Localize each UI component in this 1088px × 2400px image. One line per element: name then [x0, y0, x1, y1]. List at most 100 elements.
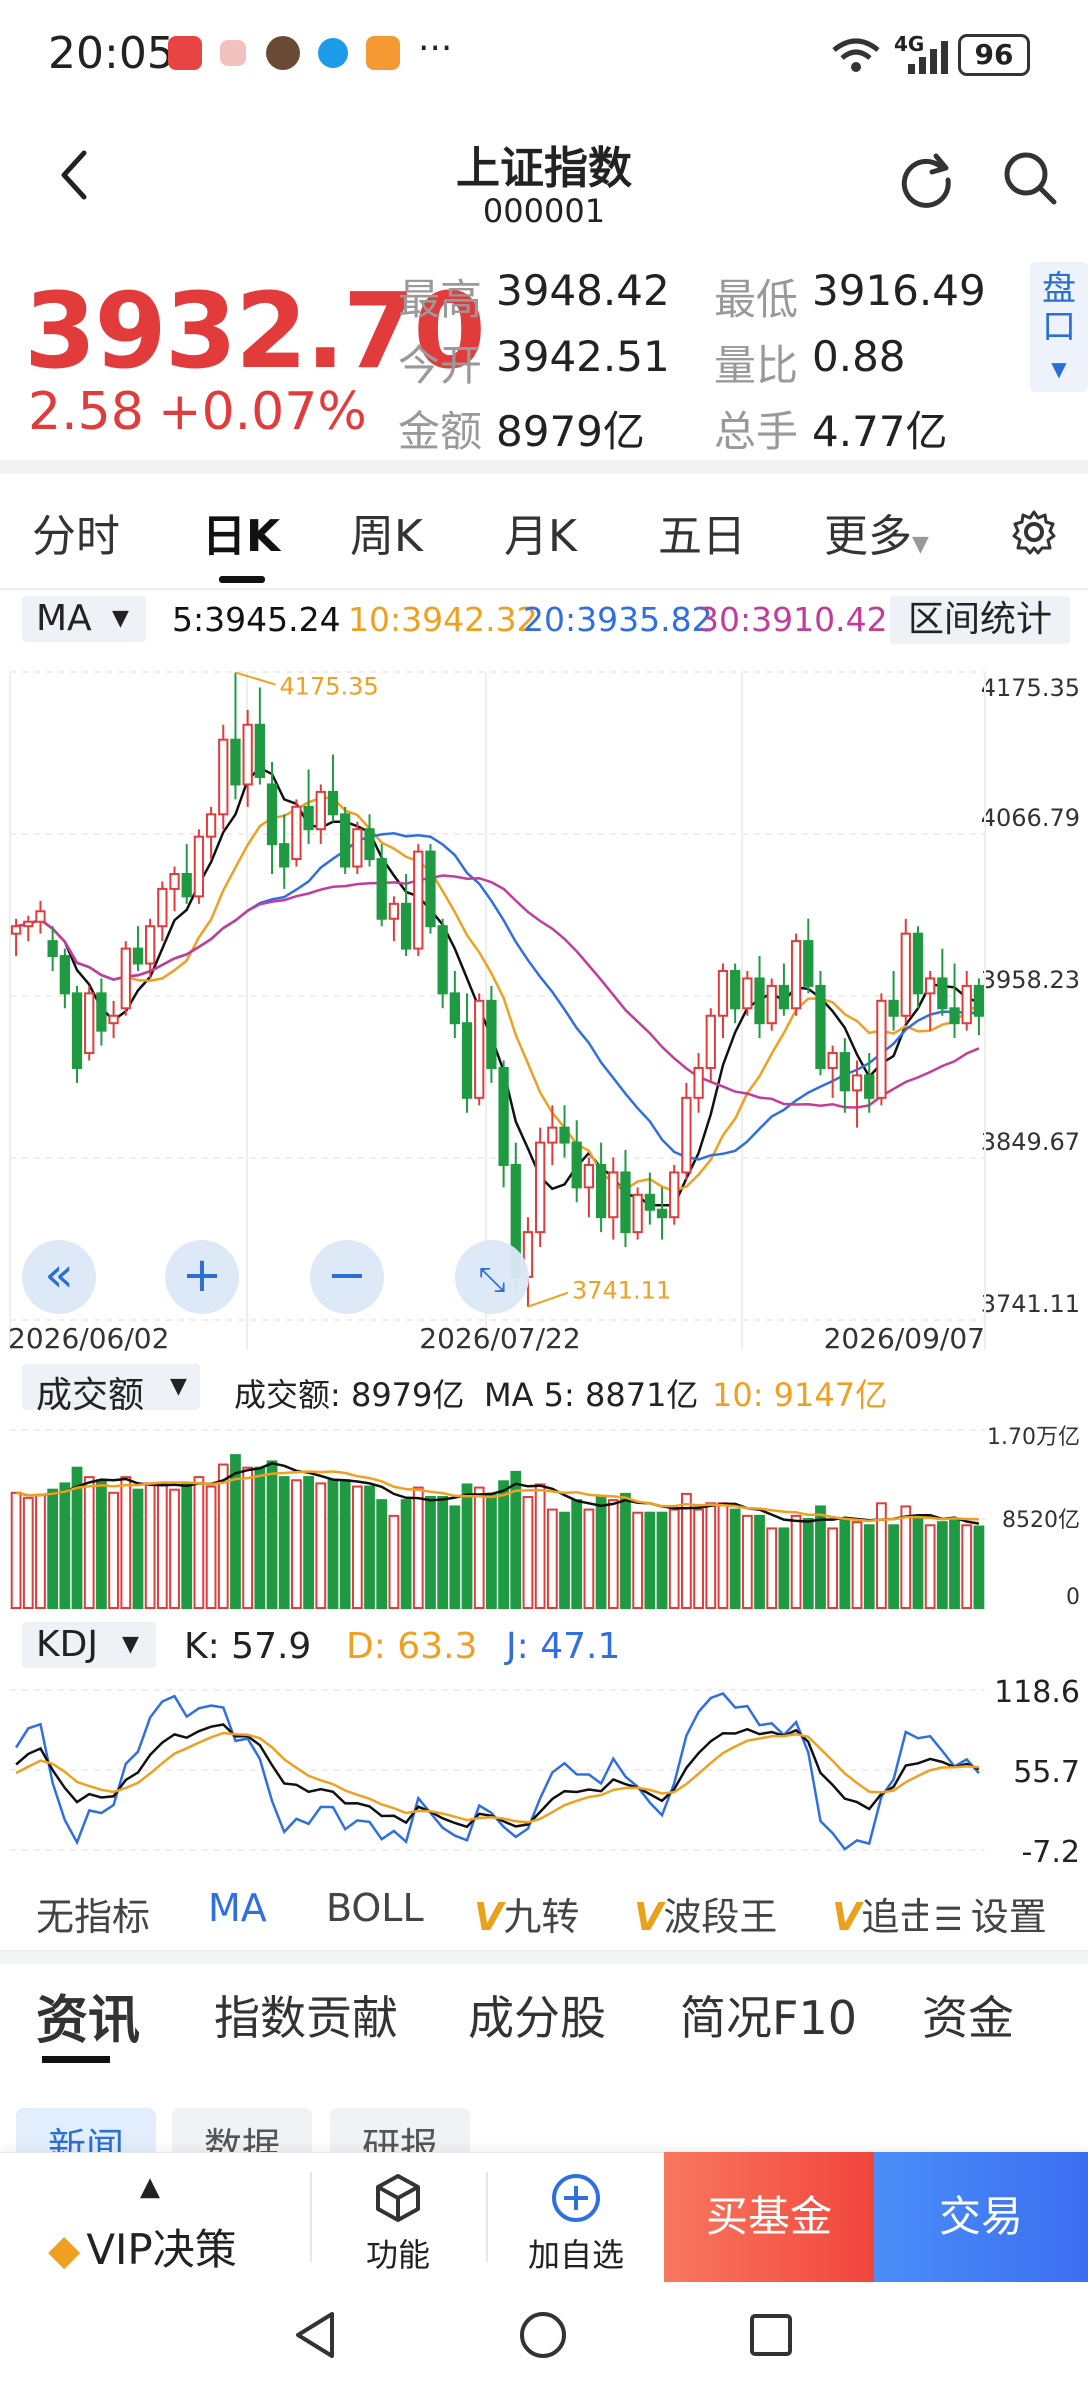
volume-bar	[205, 1485, 217, 1609]
volume-bar	[71, 1466, 83, 1609]
section-tab-index-contribution[interactable]: 指数贡献	[214, 1991, 398, 2045]
volume-bar	[351, 1485, 363, 1609]
volume-bar	[486, 1492, 497, 1609]
function-button[interactable]: 功能	[356, 2170, 440, 2276]
back-arrow-icon[interactable]	[50, 145, 100, 205]
plus-icon: +	[181, 1247, 223, 1303]
y-tick-label: 1.70万亿	[987, 1425, 1080, 1450]
stat-value-volume-ratio: 0.88	[812, 332, 906, 381]
y-tick-label: 118.6	[994, 1675, 1080, 1710]
high-annotation-label: 4175.35	[279, 673, 378, 701]
vip-decision-label: VIP决策	[86, 2225, 237, 2274]
ma20-value: 20:3935.82	[523, 600, 713, 639]
system-nav-bar	[0, 2282, 1088, 2400]
candle	[242, 723, 253, 786]
stat-label-total-hands: 总手	[714, 407, 799, 456]
stat-value-total-hands: 4.77亿	[812, 407, 948, 456]
candle	[413, 850, 424, 950]
ma-selector[interactable]: MA ▼	[22, 596, 146, 642]
refresh-icon[interactable]	[896, 148, 956, 208]
vip-decision-button[interactable]: ◆ VIP决策	[48, 2216, 237, 2277]
candle	[437, 925, 448, 995]
candle	[35, 910, 46, 923]
tab-monthly-k[interactable]: 月K	[504, 511, 577, 562]
volume-bar	[498, 1480, 509, 1609]
stat-label-open: 今开	[398, 341, 483, 390]
volume-bar	[315, 1482, 327, 1609]
candle	[900, 932, 911, 1017]
candle	[266, 783, 278, 846]
indicator-tab-zhuiji[interactable]: V追击	[832, 1886, 928, 1941]
candle	[681, 1096, 692, 1174]
search-icon[interactable]	[1000, 148, 1060, 208]
fullscreen-button[interactable]: ⤡	[455, 1240, 529, 1314]
ma5-value: 5:3945.24	[172, 600, 341, 639]
section-tab-funds[interactable]: 资金	[922, 1991, 1014, 2045]
tab-more[interactable]: 更多▼	[824, 500, 929, 564]
nav-home-icon[interactable]	[516, 2308, 570, 2362]
section-tab-news[interactable]: 资讯	[36, 1991, 141, 2051]
stat-label-high: 最高	[398, 275, 483, 324]
section-tab-f10[interactable]: 简况F10	[680, 1991, 857, 2045]
indicator-tab-ma[interactable]: MA	[208, 1886, 267, 1930]
candle	[327, 790, 339, 816]
divider	[486, 2172, 488, 2262]
kdj-selector[interactable]: KDJ ▼	[22, 1622, 156, 1668]
candle	[571, 1141, 582, 1189]
minus-icon: −	[326, 1247, 368, 1303]
indicator-tab-none[interactable]: 无指标	[36, 1895, 151, 1939]
signal-icon	[908, 41, 948, 74]
candle	[486, 999, 497, 1069]
volume-ma10-line	[15, 1470, 979, 1523]
candle	[827, 1052, 838, 1069]
zoom-out-button[interactable]: −	[310, 1240, 384, 1314]
gear-icon[interactable]	[1010, 508, 1058, 556]
candle	[742, 977, 753, 1010]
divider	[310, 2172, 312, 2262]
volume-bar	[534, 1483, 546, 1609]
app-notification-icon	[318, 38, 348, 68]
tab-intraday[interactable]: 分时	[32, 511, 120, 562]
indicator-tab-boduanwang[interactable]: V波段王	[634, 1886, 777, 1941]
volume-bar	[437, 1496, 449, 1609]
nav-back-icon[interactable]	[290, 2308, 344, 2362]
volume-bar	[827, 1527, 839, 1609]
buy-fund-button[interactable]: 买基金	[664, 2152, 874, 2282]
tab-underline	[42, 2056, 110, 2063]
volume-bar	[949, 1518, 960, 1609]
nav-recents-icon[interactable]	[744, 2308, 798, 2362]
zoom-in-button[interactable]: +	[165, 1240, 239, 1314]
candle	[815, 984, 826, 1069]
candle	[157, 887, 168, 928]
pankou-button[interactable]: 盘口 ▼	[1030, 262, 1088, 392]
indicator-tab-label: 九转	[503, 1895, 580, 1939]
tab-weekly-k[interactable]: 周K	[350, 511, 423, 562]
candle	[559, 1126, 570, 1144]
tab-underline	[219, 576, 265, 583]
tab-daily-k[interactable]: 日K	[202, 511, 281, 562]
indicator-settings-button[interactable]: ☰ 设置	[934, 1886, 1047, 1941]
volume-chart[interactable]: 1.70万亿 8520亿 0	[0, 1410, 1088, 1618]
candle	[547, 1126, 558, 1144]
tab-five-day[interactable]: 五日	[658, 511, 746, 562]
indicator-tab-jiuzhuan[interactable]: V九转	[474, 1886, 579, 1941]
kdj-chart[interactable]: 118.6 55.7 -7.2	[0, 1670, 1088, 1870]
candle	[291, 805, 302, 861]
volume-bar	[961, 1524, 973, 1609]
double-chevron-left-icon: «	[44, 1247, 74, 1303]
candle	[864, 1074, 875, 1099]
scroll-left-button[interactable]: «	[22, 1240, 96, 1314]
candlestick-chart[interactable]: 4175.35 4066.79 3958.23 3849.67 3741.11 4175.…	[0, 650, 1088, 1360]
volume-bar	[571, 1499, 583, 1609]
volume-selector[interactable]: 成交额 ▼	[22, 1364, 200, 1416]
trade-button[interactable]: 交易	[874, 2152, 1088, 2282]
indicator-tab-boll[interactable]: BOLL	[326, 1886, 424, 1930]
section-tab-constituents[interactable]: 成分股	[468, 1991, 606, 2045]
volume-bar	[510, 1470, 522, 1609]
volume-ma5-line	[15, 1461, 980, 1525]
range-stats-button[interactable]: 区间统计	[890, 596, 1070, 644]
expand-up-icon[interactable]: ▲	[140, 2172, 160, 2202]
volume-bar	[693, 1508, 704, 1609]
add-watchlist-button[interactable]: 加自选	[520, 2170, 632, 2276]
volume-bar	[339, 1479, 351, 1609]
